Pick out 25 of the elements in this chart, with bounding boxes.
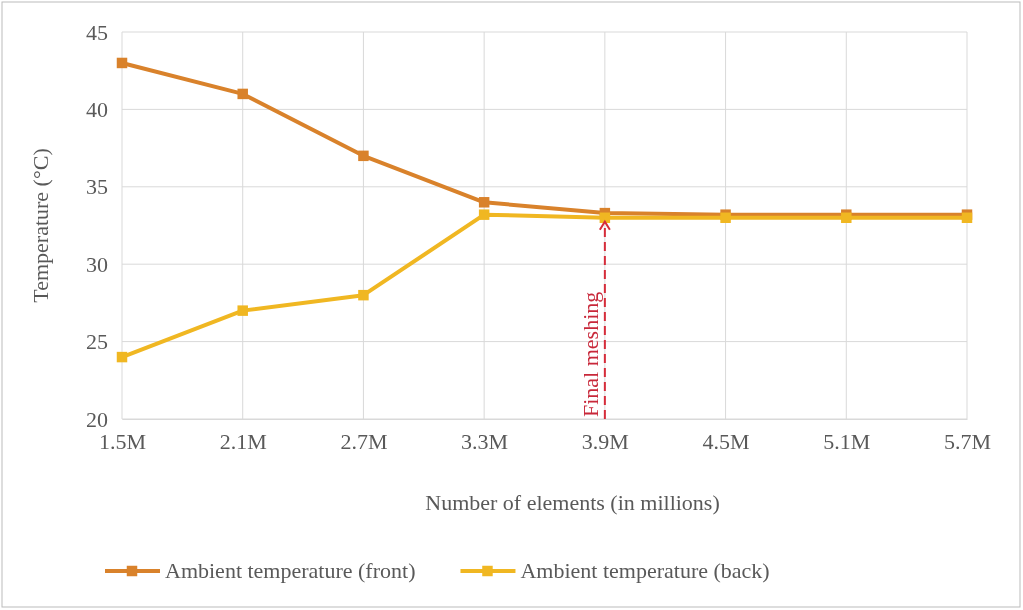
annotation: Final meshing <box>577 291 603 417</box>
x-tick-label: 5.1M <box>823 428 871 454</box>
x-tick-label: 4.5M <box>702 428 750 454</box>
y-tick-label: 30 <box>86 251 108 277</box>
x-tick-label: 2.1M <box>219 428 267 454</box>
point <box>116 351 128 363</box>
y-tick-label: 35 <box>86 174 108 200</box>
x-tick-label: 3.9M <box>581 428 629 454</box>
y-tick-label: 45 <box>86 19 108 45</box>
point <box>358 150 369 162</box>
y-tick-label: 25 <box>86 329 108 355</box>
x-tick-label: 3.3M <box>461 428 509 454</box>
point <box>478 209 490 220</box>
legend-label: Ambient temperature (front) <box>165 558 416 583</box>
y-tick-label: 40 <box>86 96 108 122</box>
point <box>116 57 128 69</box>
legend-label: Ambient temperature (back) <box>520 558 770 583</box>
x-tick-label: 2.7M <box>340 428 388 454</box>
point <box>237 305 248 316</box>
point <box>358 289 369 301</box>
point <box>478 197 490 208</box>
x-tick-label: 5.7M <box>943 428 992 454</box>
point <box>237 88 248 100</box>
y-axis-title: Temperature (°C) <box>28 148 53 303</box>
x-axis-title: Number of elements (in millions) <box>425 490 720 515</box>
